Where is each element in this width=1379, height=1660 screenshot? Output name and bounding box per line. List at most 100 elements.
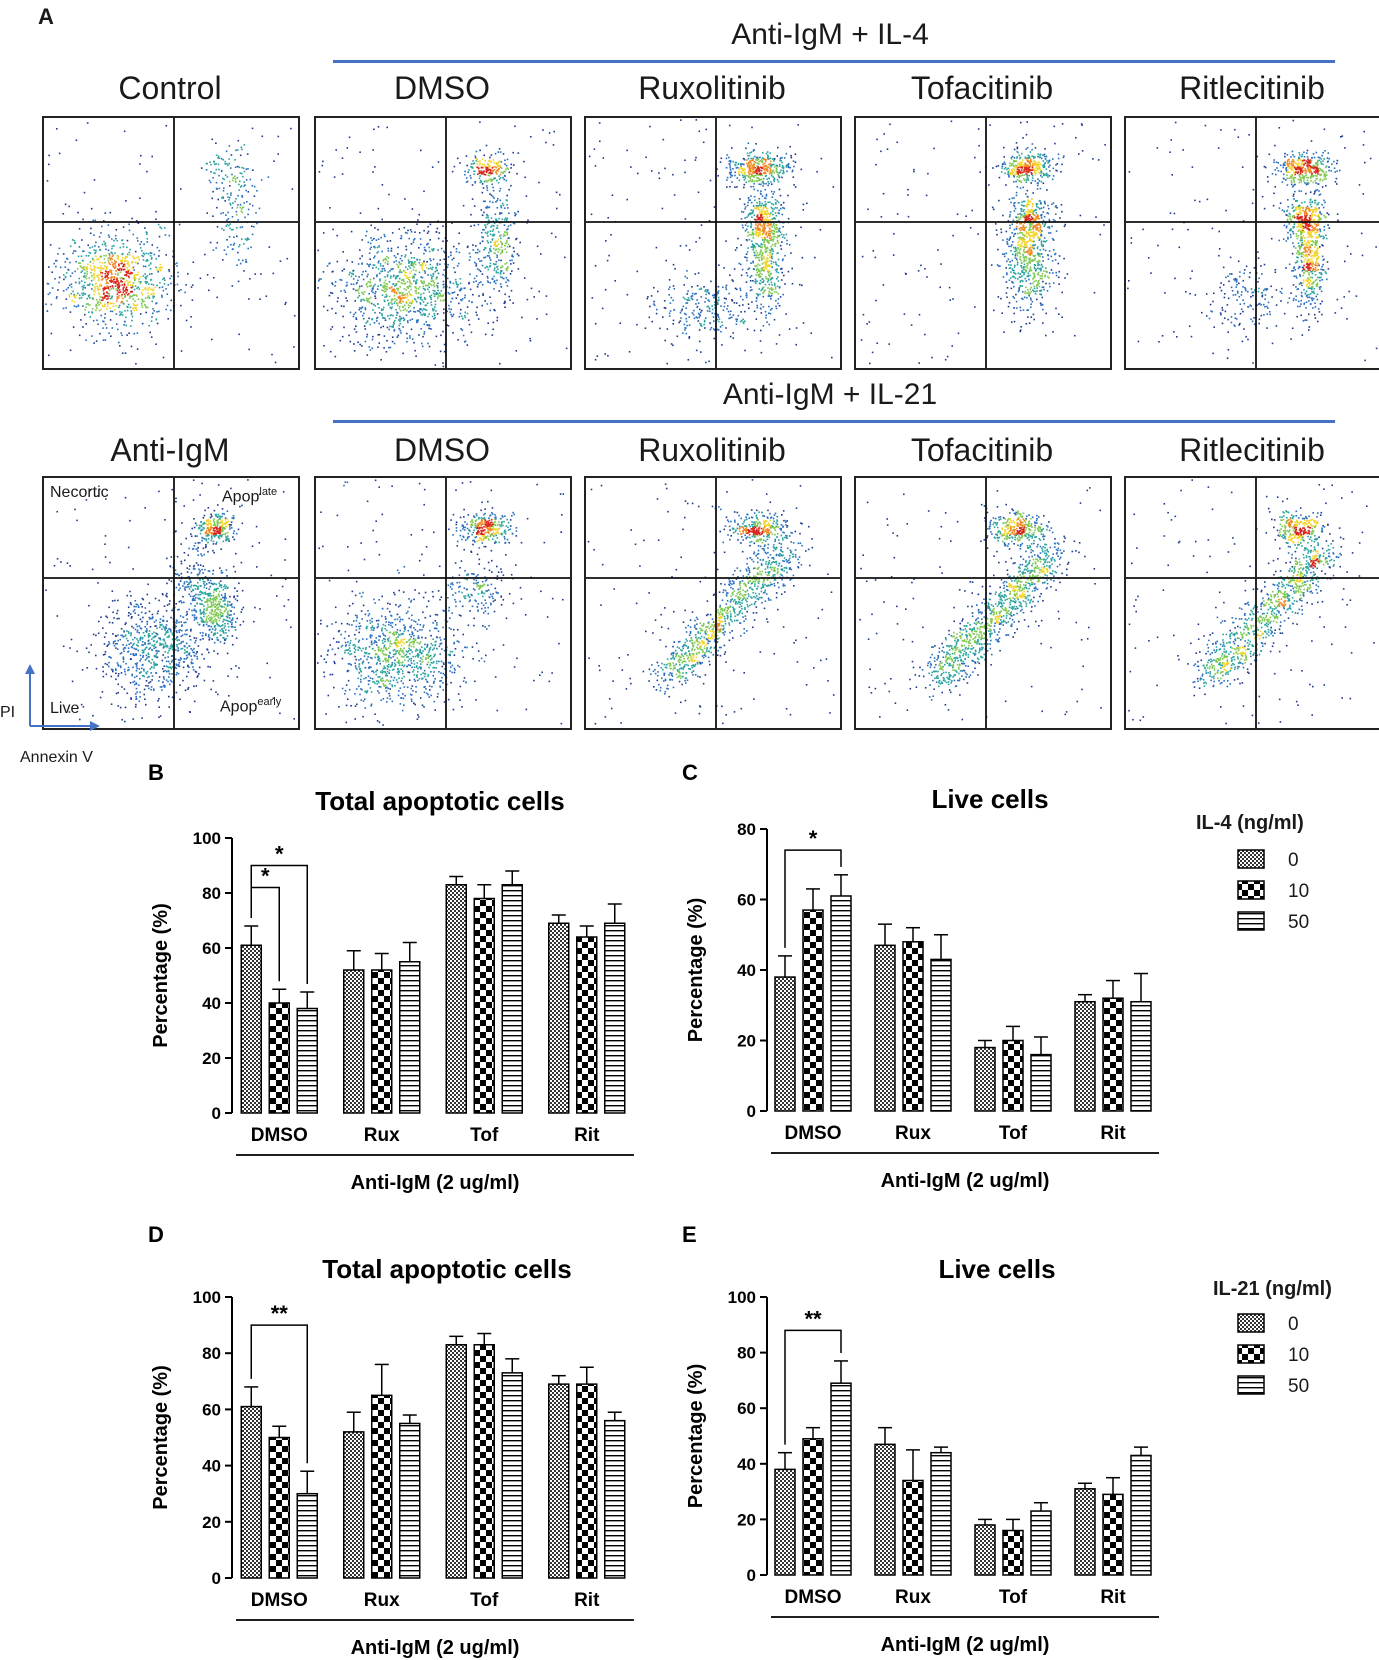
bar-rit-10 — [1102, 1493, 1124, 1576]
bar-rux-50 — [930, 958, 952, 1112]
chart-b: B Total apoptotic cells 0 20 40 60 80 100 Percen… — [148, 760, 634, 1194]
density-dots — [317, 479, 565, 726]
bar-tof-10 — [1002, 1039, 1024, 1112]
y-tick-label: 40 — [202, 994, 221, 1013]
chart-title: Live cells — [931, 784, 1048, 814]
chart-d: D Total apoptotic cells 0 20 40 60 80 100 Percen… — [148, 1222, 634, 1659]
quadrant-label-necrotic: Necortic — [50, 484, 109, 501]
bar-rux-0 — [874, 1443, 896, 1576]
bar-dmso-0 — [774, 976, 796, 1112]
legend-il4-swatch-50 — [1237, 911, 1265, 931]
density-dots — [1128, 479, 1375, 725]
legend-il4-label-0: 0 — [1288, 850, 1299, 871]
flow-plot-tof-il21 — [854, 476, 1112, 730]
y-axis-label: Percentage (%) — [150, 1365, 172, 1510]
bar-dmso-10 — [802, 909, 824, 1112]
bar-rux-10 — [371, 969, 393, 1114]
bar-rit-50 — [604, 1419, 626, 1579]
flow-plot-dmso-il21-svg — [316, 478, 570, 728]
bottom-group-label: Anti-IgM + IL-21 — [722, 378, 938, 411]
legend-il4-label-50: 50 — [1288, 912, 1310, 933]
x-category-label: DMSO — [785, 1587, 842, 1608]
y-tick-label: 40 — [737, 961, 756, 980]
quadrant-label-apop-late-text: Apop — [222, 488, 260, 506]
density-dots — [317, 121, 568, 368]
bar-rux-10 — [902, 1479, 924, 1576]
bar-tof-0 — [974, 1524, 996, 1576]
x-category-label: Rit — [574, 1590, 600, 1611]
bar-rit-0 — [1074, 1488, 1096, 1576]
flow-plot-rux-il4-svg — [586, 118, 840, 368]
y-tick-label: 60 — [737, 891, 756, 910]
bar-rux-10 — [902, 941, 924, 1112]
flow-plot-dmso-il21 — [314, 476, 572, 730]
bar-dmso-10 — [802, 1438, 824, 1576]
flow-plot-tof-il4-svg — [856, 118, 1110, 368]
x-category-label: DMSO — [785, 1123, 842, 1144]
bar-rux-0 — [874, 944, 896, 1112]
bar-tof-10 — [473, 1344, 495, 1579]
bar-tof-0 — [974, 1046, 996, 1112]
x-axis-label: Anti-IgM (2 ug/ml) — [881, 1170, 1050, 1192]
flow-plot-tof-il4 — [854, 116, 1112, 370]
quadrant-label-apop-early-sup: early — [257, 696, 282, 708]
bar-rux-50 — [399, 961, 421, 1114]
bar-rux-50 — [930, 1451, 952, 1576]
y-tick-label: 80 — [202, 884, 221, 903]
flow-plot-rux-il4 — [584, 116, 842, 370]
panel-letter-a: A — [38, 4, 54, 29]
y-tick-label: 60 — [202, 939, 221, 958]
bar-rux-50 — [399, 1422, 421, 1579]
bar-tof-50 — [501, 1372, 523, 1579]
legend-il4-swatch-0 — [1237, 849, 1265, 869]
bar-rux-0 — [343, 1431, 365, 1579]
y-tick-label: 100 — [193, 829, 221, 848]
flow-plot-anti-igm-svg — [44, 478, 298, 728]
bar-tof-0 — [445, 1344, 467, 1579]
flow-plot-rit-il21-svg — [1126, 478, 1379, 728]
y-tick-label: 60 — [202, 1400, 221, 1419]
significance-bracket — [784, 849, 842, 948]
legend-il21-label-50: 50 — [1288, 1376, 1310, 1397]
y-tick-label: 0 — [212, 1569, 221, 1588]
flow-title-rit-il21: Ritlecitinib — [1179, 432, 1325, 468]
y-tick-label: 60 — [737, 1399, 756, 1418]
bar-tof-50 — [501, 884, 523, 1114]
bar-dmso-50 — [296, 1007, 318, 1114]
flow-title-control: Control — [118, 70, 222, 106]
bar-tof-0 — [445, 884, 467, 1114]
bar-dmso-10 — [268, 1436, 290, 1579]
x-category-label: Rux — [364, 1125, 400, 1146]
bar-dmso-10 — [268, 1002, 290, 1114]
flow-plot-tof-il21-svg — [856, 478, 1110, 728]
x-category-label: Rit — [574, 1125, 600, 1146]
bar-tof-10 — [473, 897, 495, 1114]
flow-plot-dmso-il4-svg — [316, 118, 570, 368]
quadrant-label-apop-late-sup: late — [259, 486, 278, 498]
y-tick-label: 0 — [747, 1102, 756, 1121]
flow-plot-anti-igm: Necortic Apoplate Live Apopearly — [42, 476, 300, 730]
x-category-label: Rit — [1100, 1123, 1126, 1144]
y-tick-label: 80 — [202, 1344, 221, 1363]
legend-il21-swatch-10 — [1237, 1344, 1265, 1364]
significance-label: ** — [271, 1301, 289, 1326]
legend-il4-title: IL-4 (ng/ml) — [1196, 812, 1304, 834]
bottom-group-line — [333, 420, 1335, 423]
significance-label: * — [275, 842, 284, 867]
flow-plot-rit-il21 — [1124, 476, 1379, 730]
y-tick-label: 80 — [737, 1344, 756, 1363]
bar-tof-10 — [1002, 1529, 1024, 1576]
x-category-label: Tof — [470, 1125, 499, 1146]
bar-rit-50 — [1130, 1000, 1152, 1112]
x-axis-label: Anti-IgM (2 ug/ml) — [881, 1634, 1050, 1656]
y-tick-label: 40 — [202, 1457, 221, 1476]
y-tick-label: 20 — [737, 1032, 756, 1051]
bar-rux-10 — [371, 1394, 393, 1579]
annexin-axis-arrow-head — [90, 721, 100, 731]
axis-arrows — [25, 664, 100, 731]
bar-dmso-0 — [240, 944, 262, 1114]
top-group-label: Anti-IgM + IL-4 — [731, 18, 929, 51]
y-axis-label: Percentage (%) — [150, 903, 172, 1048]
legend-il21-title: IL-21 (ng/ml) — [1213, 1278, 1332, 1300]
